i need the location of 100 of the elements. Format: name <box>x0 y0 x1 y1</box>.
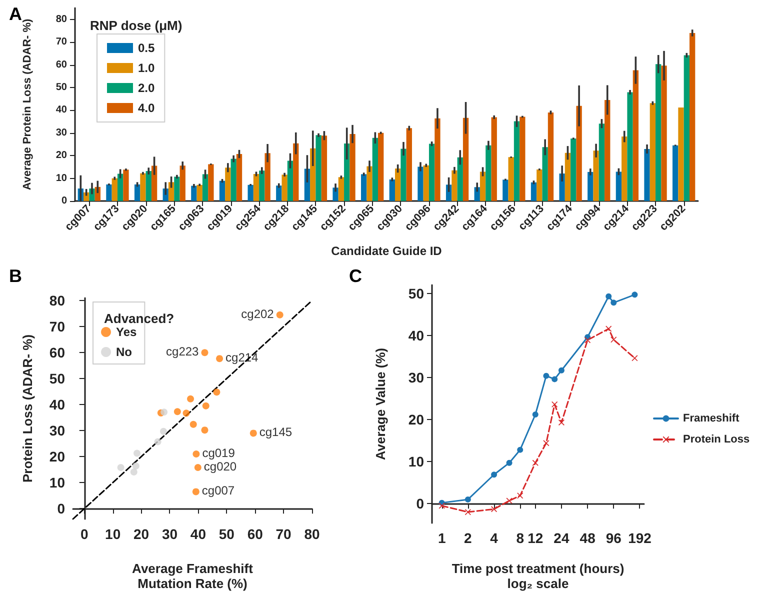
y-tick-label: 50 <box>49 370 66 387</box>
bar <box>452 170 458 201</box>
bar <box>576 106 582 201</box>
x-tick-label: 20 <box>133 526 150 542</box>
y-tick-label: 80 <box>49 292 66 309</box>
annotation: cg202 <box>241 306 274 321</box>
y-tick-label: 40 <box>56 104 68 116</box>
point <box>160 428 167 435</box>
legend-label: Yes <box>116 325 138 339</box>
x-tick-label: 60 <box>247 526 264 542</box>
bar <box>434 118 440 201</box>
x-tick-label: 48 <box>580 530 596 546</box>
bar <box>514 121 520 201</box>
bar <box>502 180 508 201</box>
x-tick-label: 8 <box>516 530 524 546</box>
bar <box>350 134 356 201</box>
x-axis-title: Candidate Guide ID <box>331 244 442 258</box>
point <box>192 488 200 496</box>
bar <box>253 174 260 201</box>
legend-label: 4.0 <box>138 101 156 115</box>
point <box>154 438 162 446</box>
point <box>182 410 190 417</box>
bar <box>134 184 140 201</box>
bar <box>457 157 463 201</box>
point <box>192 450 200 458</box>
bar <box>174 176 180 201</box>
bar <box>690 32 696 201</box>
bar <box>225 168 231 201</box>
annotation: cg019 <box>202 446 236 460</box>
bar <box>372 138 378 201</box>
y-tick-label: 60 <box>49 344 66 361</box>
x-axis-title: Average Frameshift Mutation Rate (%) <box>132 561 254 591</box>
x-tick-label: 30 <box>162 526 178 542</box>
bar <box>208 164 214 201</box>
bar <box>389 179 395 201</box>
legend-label: Frameshift <box>683 412 740 424</box>
x-tick-label: 40 <box>190 526 206 542</box>
x-tick-label: 0 <box>80 526 88 542</box>
bar <box>428 144 435 201</box>
bar <box>236 154 242 201</box>
bar <box>604 100 610 201</box>
annotation: cg145 <box>259 425 292 440</box>
bar <box>508 157 514 201</box>
bar <box>598 124 605 201</box>
bar <box>106 184 112 201</box>
bar <box>282 174 288 201</box>
bar <box>486 145 492 201</box>
x-axis-title: Time post treatment (hours) log₂ scale <box>452 561 624 591</box>
x-tick-label: 4 <box>490 530 498 546</box>
bar <box>191 186 197 201</box>
bar <box>616 172 622 201</box>
bar <box>202 174 208 201</box>
bar <box>656 64 662 201</box>
bar <box>684 55 690 201</box>
bar <box>406 128 412 201</box>
bar <box>180 166 186 201</box>
point <box>216 355 224 362</box>
bar <box>530 182 537 201</box>
bar <box>361 174 367 201</box>
annotation: cg020 <box>204 460 237 474</box>
y-tick-label: 0 <box>57 500 66 517</box>
point <box>202 402 210 410</box>
bar <box>117 174 124 201</box>
bar <box>394 168 401 201</box>
point <box>187 395 194 402</box>
bar <box>264 153 270 201</box>
bar <box>644 149 650 201</box>
bar <box>366 166 372 201</box>
y-tick-label: 40 <box>408 327 424 344</box>
point <box>190 420 197 428</box>
point <box>132 462 140 470</box>
x-tick-label: 12 <box>528 530 544 546</box>
y-tick-label: 10 <box>49 474 66 491</box>
bar <box>230 158 236 201</box>
y-tick-label: 80 <box>56 14 68 25</box>
x-tick-label: 80 <box>304 526 320 542</box>
annotation: cg223 <box>166 344 200 359</box>
point <box>250 430 257 437</box>
bar <box>248 184 254 201</box>
bar <box>570 138 576 201</box>
y-tick-label: 0 <box>416 496 424 512</box>
bar <box>536 169 542 201</box>
bar <box>593 150 599 201</box>
point <box>276 311 284 318</box>
bar <box>564 152 571 201</box>
y-tick-label: 20 <box>408 412 424 428</box>
bar <box>321 136 328 201</box>
x-tick-label: 192 <box>628 530 652 546</box>
point <box>117 464 124 472</box>
chart-title: B <box>9 266 22 286</box>
chart-title: A <box>9 4 22 24</box>
bar <box>151 166 158 201</box>
legend-label: 2.0 <box>138 81 156 95</box>
x-tick-label: 96 <box>606 530 622 546</box>
bar <box>332 188 338 201</box>
bar <box>622 136 628 201</box>
y-tick-label: 30 <box>56 127 68 138</box>
y-tick-label: 20 <box>56 150 68 162</box>
y-tick-label: 70 <box>49 318 66 335</box>
annotation: cg007 <box>202 484 235 498</box>
